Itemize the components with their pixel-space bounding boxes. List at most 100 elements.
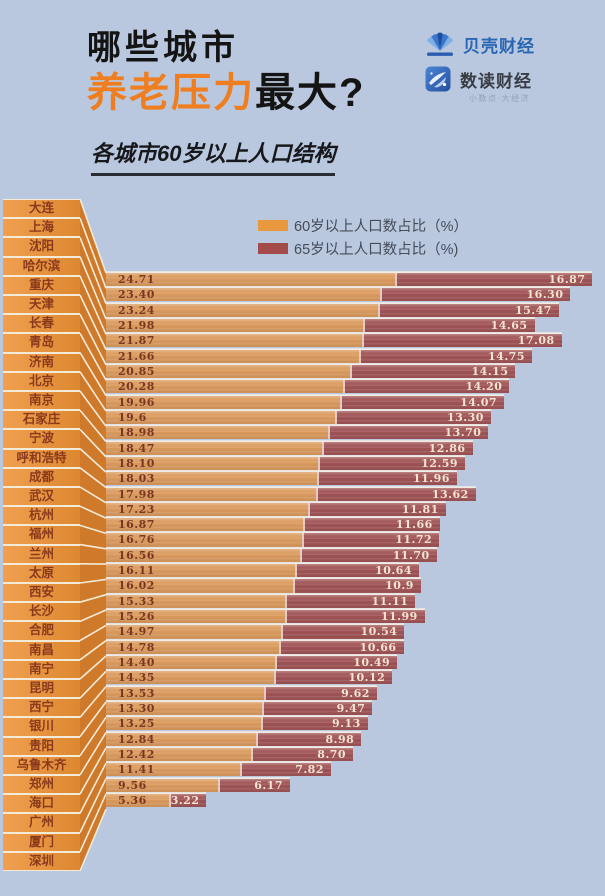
wall-seam-line (79, 762, 107, 814)
wall-seam-line (79, 275, 107, 335)
bar-60plus: 21.66 (106, 349, 360, 363)
bar-row: 20.28 14.20 (106, 380, 509, 394)
bar-65plus: 6.17 (217, 778, 290, 792)
bar-60plus: 9.56 (106, 778, 218, 792)
wall-seam-line (79, 294, 107, 350)
chart-legend: 60岁以上人口数占比（%） 65岁以上人口数占比（%) (258, 214, 468, 260)
wall-seam-line (79, 701, 107, 738)
city-label: 太原 (3, 564, 80, 583)
bar-60plus: 15.26 (106, 610, 285, 624)
wall-seam-line (79, 371, 107, 412)
city-label: 福州 (3, 526, 80, 544)
city-label: 南京 (3, 391, 80, 410)
city-label: 西宁 (3, 699, 80, 717)
bar-65plus: 11.96 (317, 472, 457, 486)
bar-65plus: 11.99 (284, 610, 425, 624)
bar-65plus: 16.30 (379, 288, 571, 302)
bar-60plus: 14.40 (106, 656, 275, 670)
wall-seam-line (79, 593, 107, 603)
city-label: 长春 (3, 315, 80, 333)
bar-60plus: 20.28 (106, 380, 344, 394)
wall-seam-line (79, 655, 107, 680)
bar-65plus: 11.72 (302, 533, 439, 547)
bar-65plus: 8.98 (256, 732, 361, 746)
bar-row: 16.11 10.64 (106, 564, 419, 578)
page-title-accent: 养老压力 (87, 71, 255, 115)
bar-60plus: 19.96 (106, 395, 340, 409)
bar-row: 20.85 14.15 (106, 364, 515, 379)
bar-60plus: 20.85 (106, 364, 350, 379)
bar-row: 13.25 9.13 (106, 717, 368, 731)
city-label: 宁波 (3, 430, 80, 448)
bar-60plus: 14.78 (106, 640, 279, 654)
wall-seam-line (79, 198, 107, 274)
city-label: 大连 (3, 199, 80, 218)
wall-seam-line (79, 524, 107, 535)
bar-60plus: 16.87 (106, 518, 304, 532)
city-label: 海口 (3, 795, 80, 813)
chart-subtitle: 各城市60岁以上人口结构 (91, 136, 336, 176)
wall-seam-line (79, 686, 107, 718)
bar-65plus: 11.66 (303, 518, 439, 532)
bar-60plus: 12.42 (106, 747, 252, 762)
bar-row: 12.42 8.70 (106, 747, 353, 762)
wall-seam-line (79, 747, 107, 795)
city-label: 天津 (3, 295, 80, 314)
bar-60plus: 21.98 (106, 319, 364, 333)
shell-logo-icon (427, 32, 453, 56)
wall-seam-line (79, 640, 107, 661)
bar-60plus: 5.36 (106, 793, 169, 808)
city-label: 南昌 (3, 641, 80, 659)
city-label: 西安 (3, 583, 80, 602)
bar-65plus: 11.81 (307, 502, 446, 516)
bar-65plus: 14.07 (339, 395, 505, 409)
bar-60plus: 12.84 (106, 732, 257, 746)
city-label: 杭州 (3, 507, 80, 525)
bar-row: 21.87 17.08 (106, 334, 562, 348)
bar-65plus: 10.54 (281, 625, 404, 639)
bar-65plus: 12.86 (322, 441, 473, 455)
wall-seam-line (79, 793, 107, 853)
bar-row: 15.26 11.99 (106, 610, 425, 624)
bar-60plus: 18.10 (106, 456, 318, 470)
bar-65plus: 14.65 (363, 319, 534, 333)
wall-seam-line (79, 624, 107, 642)
page-title-rest: 最大? (255, 71, 366, 115)
city-label: 济南 (3, 353, 80, 371)
bar-row: 9.56 6.17 (106, 778, 290, 792)
legend-label-65plus: 65岁以上人口数占比（%) (294, 242, 459, 258)
city-label: 银川 (3, 718, 80, 736)
wall-seam-line (79, 505, 107, 519)
city-label: 深圳 (3, 852, 80, 871)
wall-seam-line (79, 670, 107, 699)
bar-row: 18.03 11.96 (106, 472, 457, 486)
bar-row: 23.40 16.30 (106, 288, 571, 302)
bar-60plus: 21.87 (106, 334, 362, 348)
wall-seam-line (79, 428, 107, 458)
wall-seam-line (79, 486, 107, 504)
bar-65plus: 9.62 (264, 686, 377, 700)
bar-60plus: 18.98 (106, 426, 329, 440)
bar-65plus: 9.13 (261, 717, 368, 731)
city-label: 长沙 (3, 603, 80, 621)
bar-60plus: 17.23 (106, 502, 308, 516)
bar-row: 19.96 14.07 (106, 395, 505, 409)
city-label: 郑州 (3, 775, 80, 794)
page-title-line2: 养老压力最大? (87, 60, 365, 118)
bar-65plus: 14.20 (343, 380, 509, 394)
bar-60plus: 11.41 (106, 763, 240, 777)
bar-row: 14.97 10.54 (106, 625, 404, 639)
bar-65plus: 13.30 (335, 410, 491, 425)
city-label: 贵阳 (3, 737, 80, 755)
bar-60plus: 13.25 (106, 717, 261, 731)
city-label: 武汉 (3, 487, 80, 506)
bar-row: 5.36 3.22 (106, 793, 206, 808)
city-label: 石家庄 (3, 411, 80, 429)
bar-60plus: 14.97 (106, 625, 282, 639)
bar-60plus: 15.33 (106, 594, 286, 608)
city-label: 南宁 (3, 660, 80, 679)
bar-row: 16.87 11.66 (106, 518, 440, 532)
bar-60plus: 14.35 (106, 671, 274, 685)
brand-primary-name: 贝壳财经 (463, 37, 535, 56)
city-label: 乌鲁木齐 (3, 756, 80, 775)
